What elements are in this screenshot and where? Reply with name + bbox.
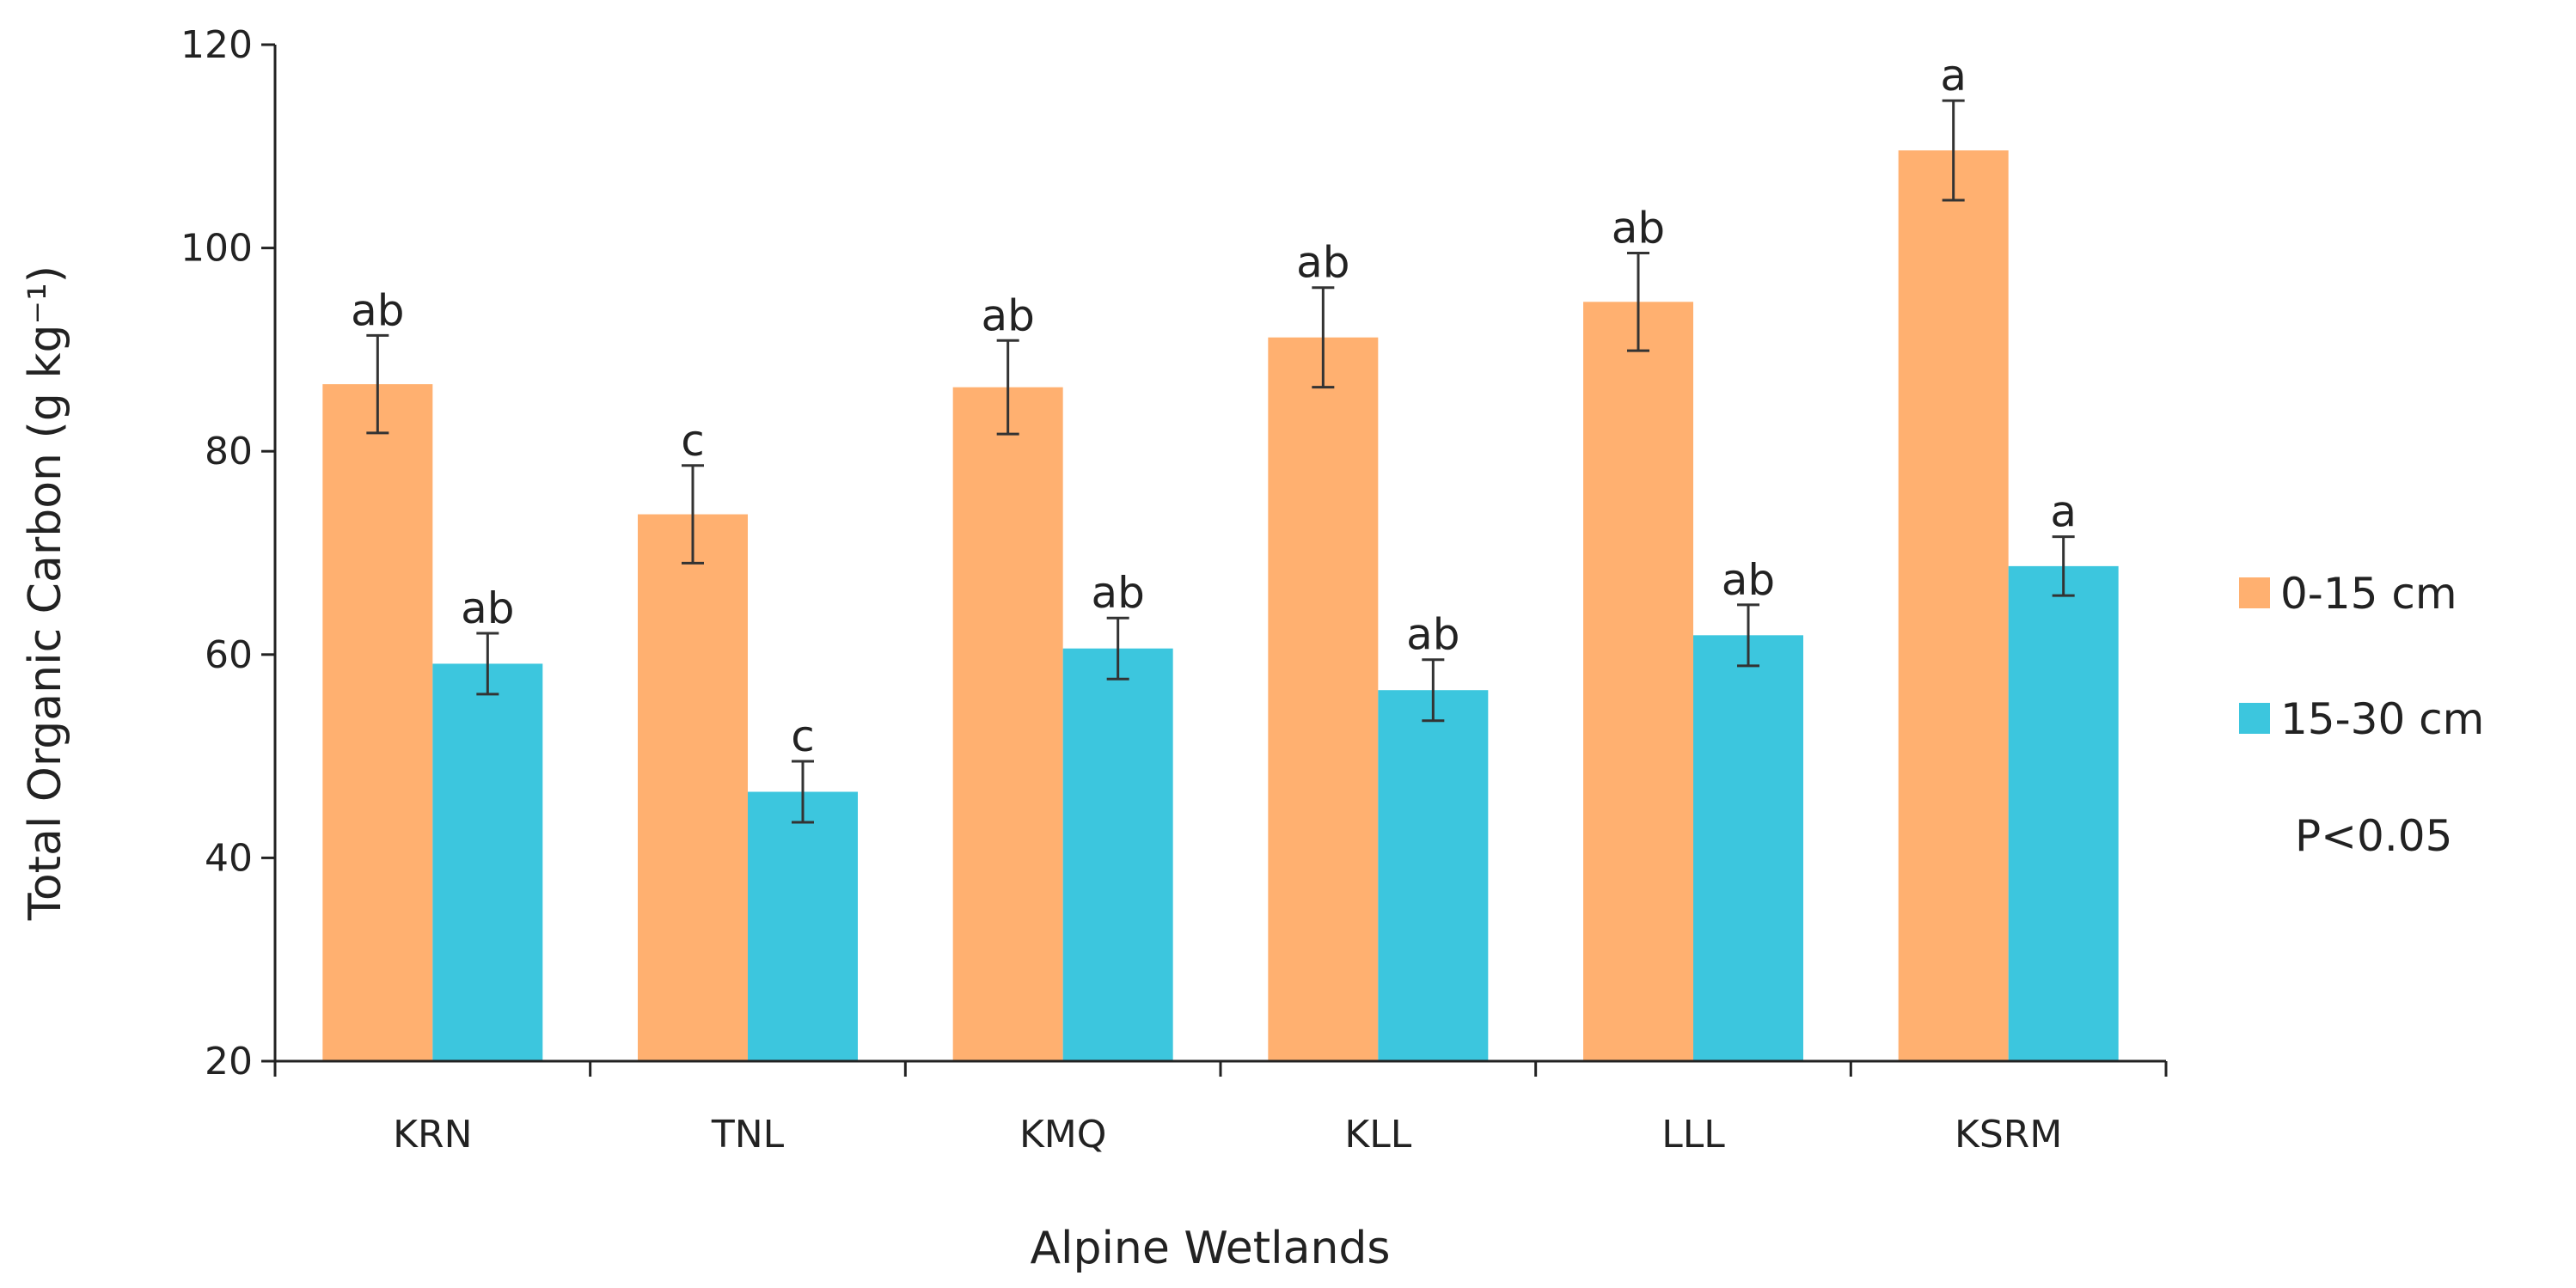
significance-label-kmq-015cm: ab <box>981 290 1034 340</box>
bar-krn-015cm <box>322 384 433 1061</box>
error-bar-tnl-1530cm <box>792 760 814 824</box>
bar-tnl-1530cm <box>748 791 858 1061</box>
significance-label-kll-1530cm: ab <box>1406 610 1459 660</box>
significance-labels-layer: ab ab c c ab ab ab ab ab ab a a <box>351 51 2077 761</box>
x-tick-label: LLL <box>1661 1113 1725 1157</box>
y-tick-label: 60 <box>205 633 253 677</box>
bar-krn-1530cm <box>432 663 543 1061</box>
y-tick-label: 80 <box>205 430 253 473</box>
error-bar-tnl-015cm <box>682 464 704 565</box>
legend-swatch-15-30cm <box>2239 703 2270 734</box>
error-bar-krn-015cm <box>366 333 389 435</box>
x-tick-label: KRN <box>393 1113 472 1157</box>
significance-label-tnl-015cm: c <box>681 416 705 466</box>
bar-kll-1530cm <box>1378 690 1489 1061</box>
legend-label-15-30cm: 15-30 cm <box>2280 694 2484 744</box>
bar-lll-1530cm <box>1693 635 1803 1061</box>
error-bar-kll-015cm <box>1312 286 1335 389</box>
error-bar-kmq-015cm <box>996 339 1019 436</box>
error-bars-layer <box>366 99 2075 824</box>
x-tick-label: TNL <box>711 1113 785 1157</box>
bar-kll-015cm <box>1268 337 1379 1062</box>
legend: 0-15 cm 15-30 cm P<0.05 <box>2239 569 2484 861</box>
error-bar-krn-1530cm <box>476 632 499 696</box>
significance-label-krn-015cm: ab <box>351 285 404 335</box>
legend-label-0-15cm: 0-15 cm <box>2280 569 2457 619</box>
y-tick-label: 20 <box>205 1040 253 1084</box>
significance-note: P<0.05 <box>2295 811 2452 861</box>
error-bar-kll-1530cm <box>1422 658 1445 723</box>
x-tick-label: KSRM <box>1955 1113 2062 1157</box>
y-tick-label: 120 <box>181 23 253 67</box>
y-tick-label: 40 <box>205 836 253 880</box>
error-bar-kmq-1530cm <box>1106 616 1129 681</box>
significance-label-tnl-1530cm: c <box>791 711 815 761</box>
y-tick-label: 100 <box>181 227 253 271</box>
x-tick-label: KMQ <box>1019 1113 1106 1157</box>
bar-ksrm-1530cm <box>2008 565 2119 1061</box>
significance-label-kmq-1530cm: ab <box>1091 568 1144 618</box>
x-tick-label: KLL <box>1344 1113 1411 1157</box>
axes-layer: 20 40 60 80 100 120 KRN TNL KMQ KLL LLL KSRM <box>181 23 2168 1157</box>
significance-label-ksrm-015cm: a <box>1940 51 1967 101</box>
error-bar-lll-015cm <box>1627 252 1649 352</box>
significance-label-lll-1530cm: ab <box>1722 555 1775 605</box>
x-axis-title: Alpine Wetlands <box>1030 1223 1390 1274</box>
significance-label-krn-1530cm: ab <box>461 583 514 633</box>
error-bar-ksrm-1530cm <box>2052 535 2075 597</box>
significance-label-lll-015cm: ab <box>1612 204 1665 253</box>
bar-lll-015cm <box>1583 302 1693 1061</box>
y-axis-title: Total Organic Carbon (g kg⁻¹) <box>20 266 71 921</box>
significance-label-ksrm-1530cm: a <box>2050 487 2077 537</box>
bar-ksrm-015cm <box>1898 150 2009 1062</box>
significance-label-kll-015cm: ab <box>1296 238 1349 288</box>
legend-swatch-0-15cm <box>2239 577 2270 608</box>
bar-kmq-015cm <box>952 387 1063 1061</box>
bar-tnl-015cm <box>638 514 748 1061</box>
error-bar-ksrm-015cm <box>1942 99 1965 202</box>
bars-layer <box>322 150 2119 1062</box>
bar-kmq-1530cm <box>1062 648 1173 1061</box>
error-bar-lll-1530cm <box>1737 603 1759 668</box>
